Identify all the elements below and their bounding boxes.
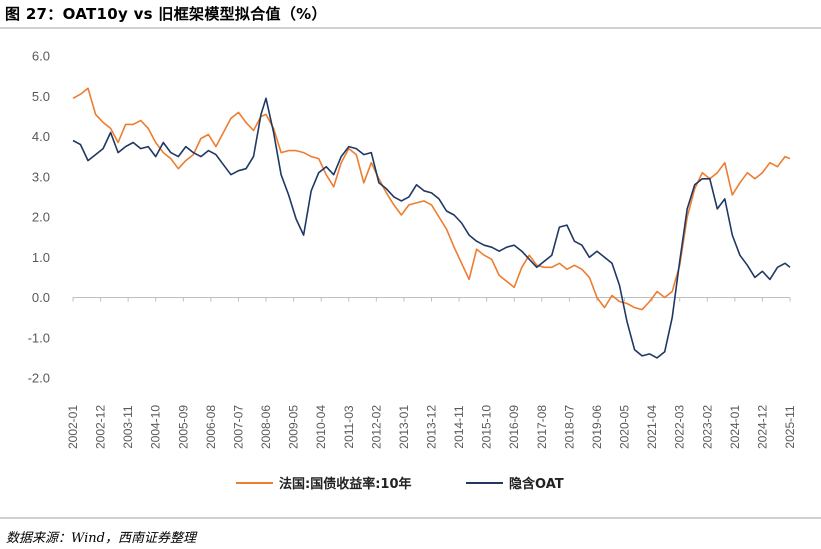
figure-title: 图 27：OAT10y vs 旧框架模型拟合值（%） bbox=[5, 5, 327, 23]
x-tick-label: 2005-09 bbox=[176, 405, 190, 449]
y-tick-label: 3.0 bbox=[32, 169, 50, 184]
x-tick-label: 2015-10 bbox=[480, 405, 494, 449]
legend-item-france-10y-label: 法国:国债收益率:10年 bbox=[279, 476, 412, 492]
source-note: 数据来源：Wind，西南证券整理 bbox=[6, 531, 196, 546]
x-tick-label: 2006-08 bbox=[204, 405, 218, 449]
legend: 法国:国债收益率:10年 隐含OAT bbox=[236, 476, 564, 492]
bottom-rule bbox=[0, 517, 821, 519]
x-tick-label: 2019-06 bbox=[590, 405, 604, 449]
y-tick-label: -1.0 bbox=[28, 330, 50, 345]
y-tick-label: 1.0 bbox=[32, 250, 50, 265]
x-tick-label: 2010-04 bbox=[314, 405, 328, 449]
x-tick-label: 2004-10 bbox=[149, 405, 163, 449]
x-axis: 2002-01 2002-12 2003-11 2004-10 2005-09 2006-… bbox=[66, 297, 797, 449]
x-tick-label: 2009-05 bbox=[287, 405, 301, 449]
series-layer bbox=[72, 87, 791, 359]
x-tick-label: 2002-12 bbox=[94, 405, 108, 449]
x-tick-label: 2003-11 bbox=[121, 405, 135, 448]
y-tick-label: 0.0 bbox=[32, 290, 50, 305]
series-line-france-10y bbox=[72, 87, 791, 311]
x-tick-label: 2020-05 bbox=[618, 405, 632, 449]
line-chart: 6.05.04.03.02.01.00.0-1.0-2.0 2002-01 200… bbox=[28, 49, 797, 493]
x-tick-label: 2023-02 bbox=[700, 405, 714, 449]
y-tick-label: 5.0 bbox=[32, 89, 50, 104]
x-tick-label: 2011-03 bbox=[342, 405, 356, 448]
y-tick-label: 2.0 bbox=[32, 210, 50, 225]
x-tick-label: 2014-11 bbox=[452, 405, 466, 448]
x-tick-label: 2016-09 bbox=[507, 405, 521, 449]
y-tick-label: 6.0 bbox=[32, 49, 50, 64]
x-tick-label: 2007-07 bbox=[231, 405, 245, 449]
y-tick-label: 4.0 bbox=[32, 129, 50, 144]
x-tick-label: 2022-03 bbox=[673, 405, 687, 449]
x-tick-label: 2002-01 bbox=[66, 405, 80, 449]
x-tick-label: 2017-08 bbox=[535, 405, 549, 449]
x-tick-label: 2013-01 bbox=[397, 405, 411, 449]
x-tick-label: 2021-04 bbox=[645, 405, 659, 449]
top-rule bbox=[0, 27, 821, 29]
x-tick-label: 2008-06 bbox=[259, 405, 273, 449]
x-tick-label: 2025-11 bbox=[783, 405, 797, 448]
x-tick-label: 2012-02 bbox=[369, 405, 383, 449]
x-tick-label: 2024-12 bbox=[755, 405, 769, 449]
y-axis-ticks: 6.0 5.0 4.0 3.0 2.0 1.0 0.0 -1.0 -2.0 bbox=[28, 49, 50, 386]
legend-item-implied-oat-label: 隐含OAT bbox=[509, 476, 564, 492]
x-tick-label: 2024-01 bbox=[728, 405, 742, 449]
x-tick-label: 2013-12 bbox=[425, 405, 439, 449]
series-line-implied-oat bbox=[72, 97, 791, 359]
x-tick-label: 2018-07 bbox=[562, 405, 576, 449]
y-tick-label: -2.0 bbox=[28, 371, 50, 386]
